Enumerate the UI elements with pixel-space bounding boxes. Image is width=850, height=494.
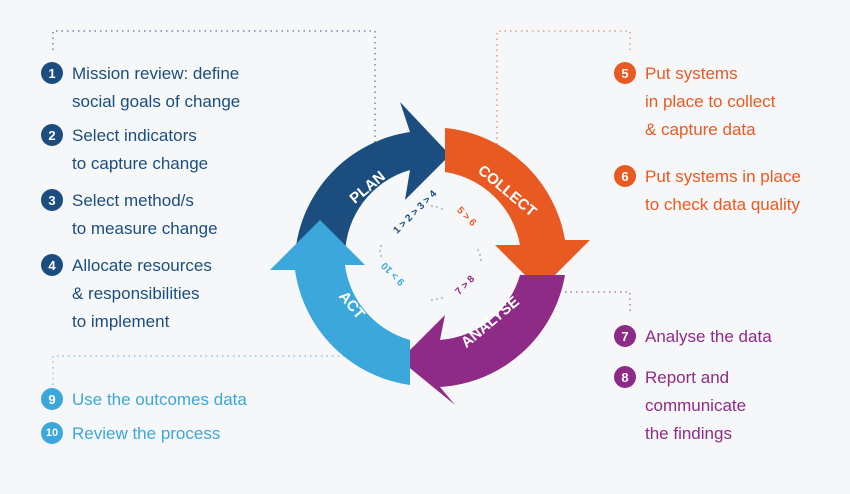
step-9: 9 Use the outcomes data [41,386,247,414]
step-text: Analyse the data [645,327,772,346]
step-1: 1 Mission review: define social goals of… [41,60,240,116]
step-number-badge: 5 [614,62,636,84]
step-number-badge: 7 [614,325,636,347]
step-text: Report and communicate the findings [645,368,747,443]
step-number-badge: 10 [41,422,63,444]
step-text: Put systems in place to collect & captur… [645,64,776,139]
inner-sequence-collect: 5 > 6 [454,205,478,229]
step-number-badge: 3 [41,189,63,211]
step-4: 4 Allocate resources & responsibilities … [41,252,212,336]
step-text: Put systems in place to check data quali… [645,167,801,214]
inner-sequence-analyse: 7 > 8 [454,273,478,297]
step-number-badge: 2 [41,124,63,146]
connector-act [52,355,415,385]
step-5: 5 Put systems in place to collect & capt… [614,60,775,144]
step-number-badge: 9 [41,388,63,410]
connector-analyse [565,291,631,312]
step-number-badge: 1 [41,62,63,84]
step-text: Mission review: define social goals of c… [72,64,241,111]
step-2: 2 Select indicators to capture change [41,122,208,178]
act-segment [270,220,410,385]
step-text: Use the outcomes data [72,390,247,409]
step-text: Allocate resources & responsibilities to… [72,256,212,331]
plan-segment [295,102,450,255]
step-8: 8 Report and communicate the findings [614,364,746,448]
step-7: 7 Analyse the data [614,323,772,351]
collect-segment [445,128,590,290]
connector-collect [496,30,631,150]
step-10: 10 Review the process [41,420,220,448]
step-text: Review the process [72,424,221,443]
inner-dot-arrows [378,204,483,302]
step-text: Select indicators to capture change [72,126,209,173]
step-number-badge: 6 [614,165,636,187]
step-number-badge: 4 [41,254,63,276]
step-3: 3 Select method/s to measure change [41,187,218,243]
step-text: Select method/s to measure change [72,191,218,238]
inner-sequence-plan: 1 > 2 > 3 > 4 [392,188,440,236]
step-number-badge: 8 [614,366,636,388]
inner-sequence-act: 9 > 10 [379,259,407,287]
analyse-segment [400,275,565,405]
step-6: 6 Put systems in place to check data qua… [614,163,801,219]
